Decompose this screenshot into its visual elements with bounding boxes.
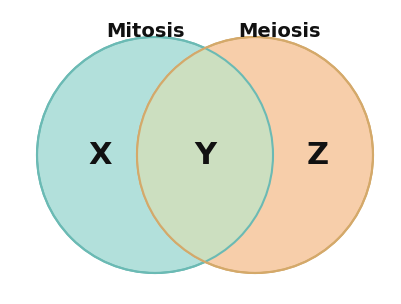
Circle shape	[137, 37, 373, 273]
Circle shape	[37, 37, 273, 273]
Text: Z: Z	[307, 140, 329, 170]
Text: Y: Y	[194, 140, 216, 170]
Text: X: X	[88, 140, 112, 170]
Text: Mitosis: Mitosis	[106, 22, 184, 41]
Circle shape	[37, 37, 273, 273]
Text: Meiosis: Meiosis	[239, 22, 321, 41]
